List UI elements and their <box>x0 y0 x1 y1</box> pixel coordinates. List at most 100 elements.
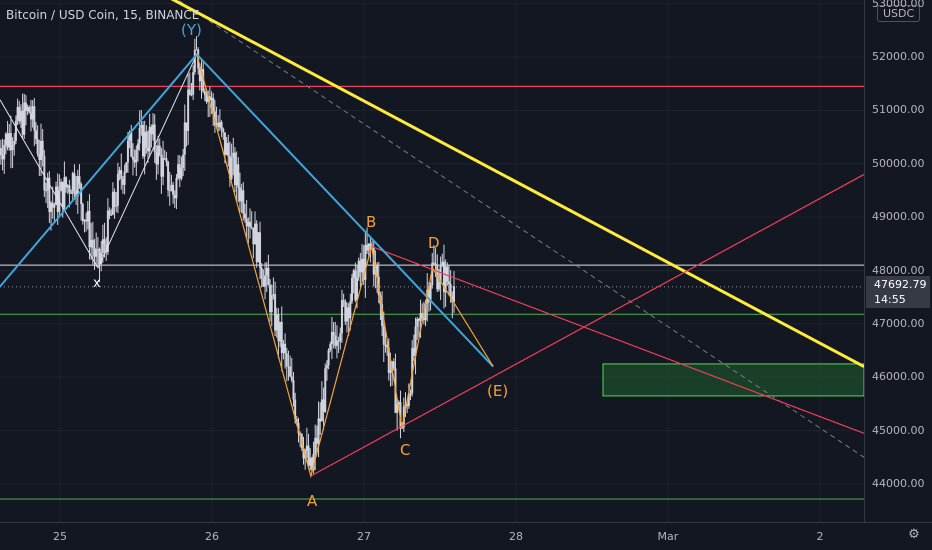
candle-body <box>123 172 126 185</box>
candle-body <box>314 437 317 454</box>
candle-body <box>90 239 93 248</box>
candle-body <box>153 124 156 153</box>
candle-body <box>86 210 89 222</box>
candle-body <box>356 277 359 301</box>
candle-body <box>0 148 2 156</box>
candle-body <box>245 218 248 227</box>
bar-countdown: 14:55 <box>874 293 906 306</box>
candle-body <box>265 267 268 276</box>
candle-body <box>345 307 348 322</box>
candle-body <box>399 402 402 429</box>
candle-body <box>270 295 273 312</box>
candle-body <box>305 445 308 451</box>
candle-body <box>19 110 22 122</box>
candle-body <box>98 248 101 265</box>
price-axis[interactable] <box>864 0 932 522</box>
horizontal-levels <box>0 85 865 500</box>
candle-body <box>165 158 168 162</box>
candle-body <box>91 239 94 249</box>
candle-body <box>233 152 236 185</box>
candle-body <box>299 433 302 435</box>
candle-body <box>292 380 295 400</box>
price-tick-label: 46000.00 <box>872 370 925 384</box>
candle-body <box>3 144 6 160</box>
candle-body <box>121 179 124 185</box>
candle-body <box>382 326 385 345</box>
candle-body <box>282 343 285 353</box>
candle-body <box>113 191 116 207</box>
candle-body <box>432 262 435 264</box>
candle-body <box>429 285 432 302</box>
time-tick-label: 26 <box>205 530 219 543</box>
candle-body <box>381 304 384 327</box>
candle-body <box>347 307 350 319</box>
candle-body <box>80 183 83 204</box>
candle-body <box>155 152 158 165</box>
candle-body <box>254 223 257 245</box>
candle-body <box>208 96 211 101</box>
candle-body <box>150 126 153 135</box>
candle-body <box>376 264 379 277</box>
candle-body <box>45 190 48 192</box>
candle-body <box>8 133 11 148</box>
candle-body <box>152 124 155 135</box>
candle-body <box>100 253 103 265</box>
candle-body <box>33 106 36 131</box>
candle-body <box>411 348 414 394</box>
candle-body <box>444 266 447 293</box>
candle-body <box>173 194 176 199</box>
candle-body <box>295 419 298 424</box>
price-tick-label: 45000.00 <box>872 423 925 437</box>
candle-body <box>51 202 54 208</box>
candle-body <box>73 173 76 191</box>
candle-body <box>452 286 455 303</box>
candle-body <box>302 447 305 459</box>
candle-body <box>95 249 98 257</box>
price-tick-label: 49000.00 <box>872 210 925 224</box>
candle-body <box>272 294 275 296</box>
candle-body <box>4 133 7 145</box>
gear-icon[interactable]: ⚙ <box>908 527 920 542</box>
price-tick-label: 53000.00 <box>872 0 925 10</box>
candle-body <box>424 303 427 321</box>
candle-body <box>34 130 37 140</box>
candle-body <box>21 110 24 135</box>
candle-body <box>247 221 250 227</box>
candle-body <box>172 184 175 195</box>
candle-body <box>220 122 223 129</box>
candle-body <box>267 267 270 286</box>
candle-body <box>334 335 337 346</box>
time-axis[interactable] <box>0 522 932 550</box>
candle-body <box>441 261 444 266</box>
candle-body <box>183 122 186 155</box>
candle-body <box>240 190 243 202</box>
candle-body <box>439 265 442 283</box>
candle-body <box>344 301 347 322</box>
wave-label-c: C <box>400 441 411 459</box>
candle-body <box>317 418 320 444</box>
candle-body <box>48 177 51 213</box>
candle-body <box>53 204 56 208</box>
candle-body <box>285 353 288 367</box>
candle-body <box>141 125 144 157</box>
candle-body <box>264 275 267 287</box>
candle-body <box>384 344 387 346</box>
wave-label-y: (Y) <box>181 21 202 39</box>
candle-body <box>446 266 449 282</box>
currency-label[interactable]: USDC <box>877 5 921 22</box>
candle-body <box>431 262 434 286</box>
candle-body <box>392 361 395 369</box>
candle-body <box>170 184 173 191</box>
candle-body <box>387 347 390 373</box>
candle-body <box>130 132 133 157</box>
candle-body <box>389 370 392 373</box>
candle-body <box>407 395 410 407</box>
time-tick-label: 2 <box>816 530 824 543</box>
candle-body <box>68 185 71 193</box>
candle-body <box>131 156 134 160</box>
candle-body <box>449 284 452 297</box>
candle-body <box>43 156 46 191</box>
candle-body <box>145 131 148 148</box>
